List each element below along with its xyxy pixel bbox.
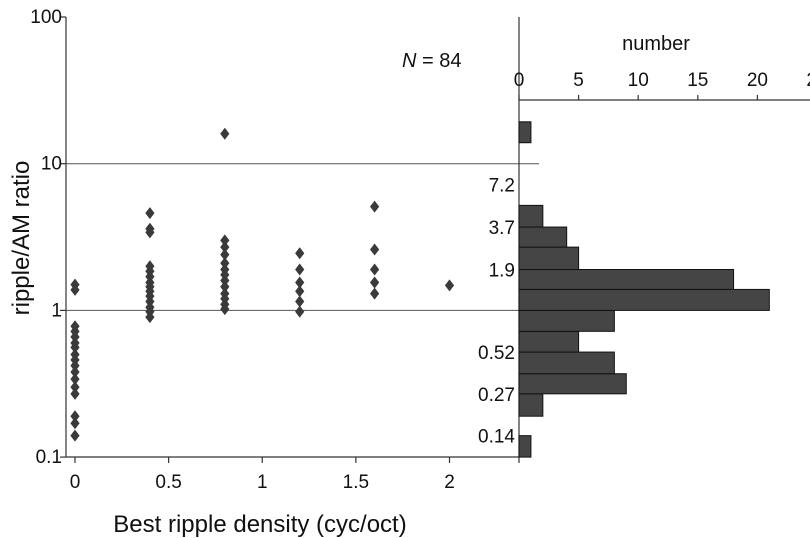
histogram-tick-label: 20 <box>747 70 768 91</box>
scatter-point <box>295 295 305 308</box>
histogram-bar <box>518 435 532 458</box>
histogram-bar <box>518 226 568 248</box>
histogram-bar <box>518 351 615 375</box>
scatter-point <box>70 381 80 394</box>
scatter-point <box>295 276 305 289</box>
histogram-tick-label: 5 <box>573 70 584 91</box>
scatter-point <box>220 234 230 247</box>
y-tick-label: 100 <box>30 7 62 28</box>
scatter-point <box>70 283 80 296</box>
y-tick-label: 0.1 <box>36 447 62 468</box>
histogram-bin-label: 0.14 <box>478 427 515 448</box>
histogram-bin-label: 0.52 <box>478 343 515 364</box>
y-tick-label: 10 <box>41 154 62 175</box>
scatter-point <box>70 410 80 423</box>
histogram-tick-label: 0 <box>514 70 525 91</box>
sample-size-annotation: N = 84 <box>402 50 462 72</box>
histogram-bin-labels: 7.2 3.7 1.9 0.52 0.27 0.14 <box>478 176 515 448</box>
scatter-point <box>295 305 305 318</box>
scatter-point <box>70 330 80 343</box>
scatter-points <box>70 127 455 442</box>
y-axis-title: ripple/AM ratio <box>8 161 35 316</box>
histogram-bar <box>518 393 544 417</box>
scatter-point <box>145 311 155 324</box>
x-tick-label: 0 <box>70 472 81 493</box>
x-tick-label: 2 <box>444 472 455 493</box>
histogram-tick-label: 15 <box>687 70 708 91</box>
histogram-bars <box>518 121 770 458</box>
scatter-point <box>70 359 80 372</box>
x-tick-label: 1.5 <box>343 472 369 493</box>
scatter-point <box>370 263 380 276</box>
scatter-point <box>370 243 380 256</box>
scatter-point <box>220 280 230 293</box>
histogram-axis-title: number <box>622 33 690 55</box>
x-axis-title: Best ripple density (cyc/oct) <box>113 511 406 538</box>
histogram-bar <box>518 269 735 290</box>
histogram-bar <box>518 309 615 332</box>
scatter-point <box>370 276 380 289</box>
scatter-point <box>70 387 80 400</box>
scatter-point <box>70 341 80 354</box>
y-tick-labels: 0.1 1 10 100 <box>30 7 62 468</box>
tick-marks <box>60 16 759 463</box>
x-tick-labels: 0 0.5 1 1.5 2 <box>70 472 455 493</box>
scatter-point <box>220 127 230 140</box>
scatter-point <box>220 241 230 254</box>
scatter-point <box>220 303 230 316</box>
scatter-point <box>145 226 155 239</box>
histogram-bin-label: 3.7 <box>489 218 515 239</box>
scatter-point <box>370 200 380 213</box>
histogram-bar <box>518 246 580 271</box>
scatter-point <box>444 279 455 292</box>
histogram-bar <box>518 121 532 144</box>
scatter-point <box>145 207 155 220</box>
histogram-bar <box>518 330 580 353</box>
scatter-point <box>70 429 80 442</box>
scatter-point <box>220 274 230 287</box>
histogram-bar <box>518 288 770 311</box>
x-tick-label: 0.5 <box>155 472 181 493</box>
sample-size-symbol: N <box>402 50 417 72</box>
sample-size-value: = 84 <box>416 50 461 72</box>
scatter-point <box>220 248 230 261</box>
scatter-point <box>70 366 80 379</box>
scatter-point <box>70 417 80 430</box>
scatter-point <box>295 285 305 298</box>
histogram-bar <box>518 373 627 395</box>
scatter-point <box>295 247 305 260</box>
x-tick-label: 1 <box>257 472 268 493</box>
y-tick-label: 1 <box>51 300 62 321</box>
histogram-tick-label: 25 <box>806 70 810 91</box>
histogram-tick-labels: 0 5 10 15 20 25 <box>514 70 810 91</box>
histogram-tick-label: 10 <box>628 70 649 91</box>
histogram-bin-label: 7.2 <box>489 176 515 197</box>
scatter-point <box>370 287 380 300</box>
scatter-point <box>295 263 305 276</box>
histogram-bin-label: 0.27 <box>478 385 515 406</box>
scatter-point <box>220 257 230 270</box>
histogram-bin-label: 1.9 <box>489 261 515 282</box>
histogram-bar <box>518 204 544 228</box>
scatter-point <box>70 373 80 386</box>
